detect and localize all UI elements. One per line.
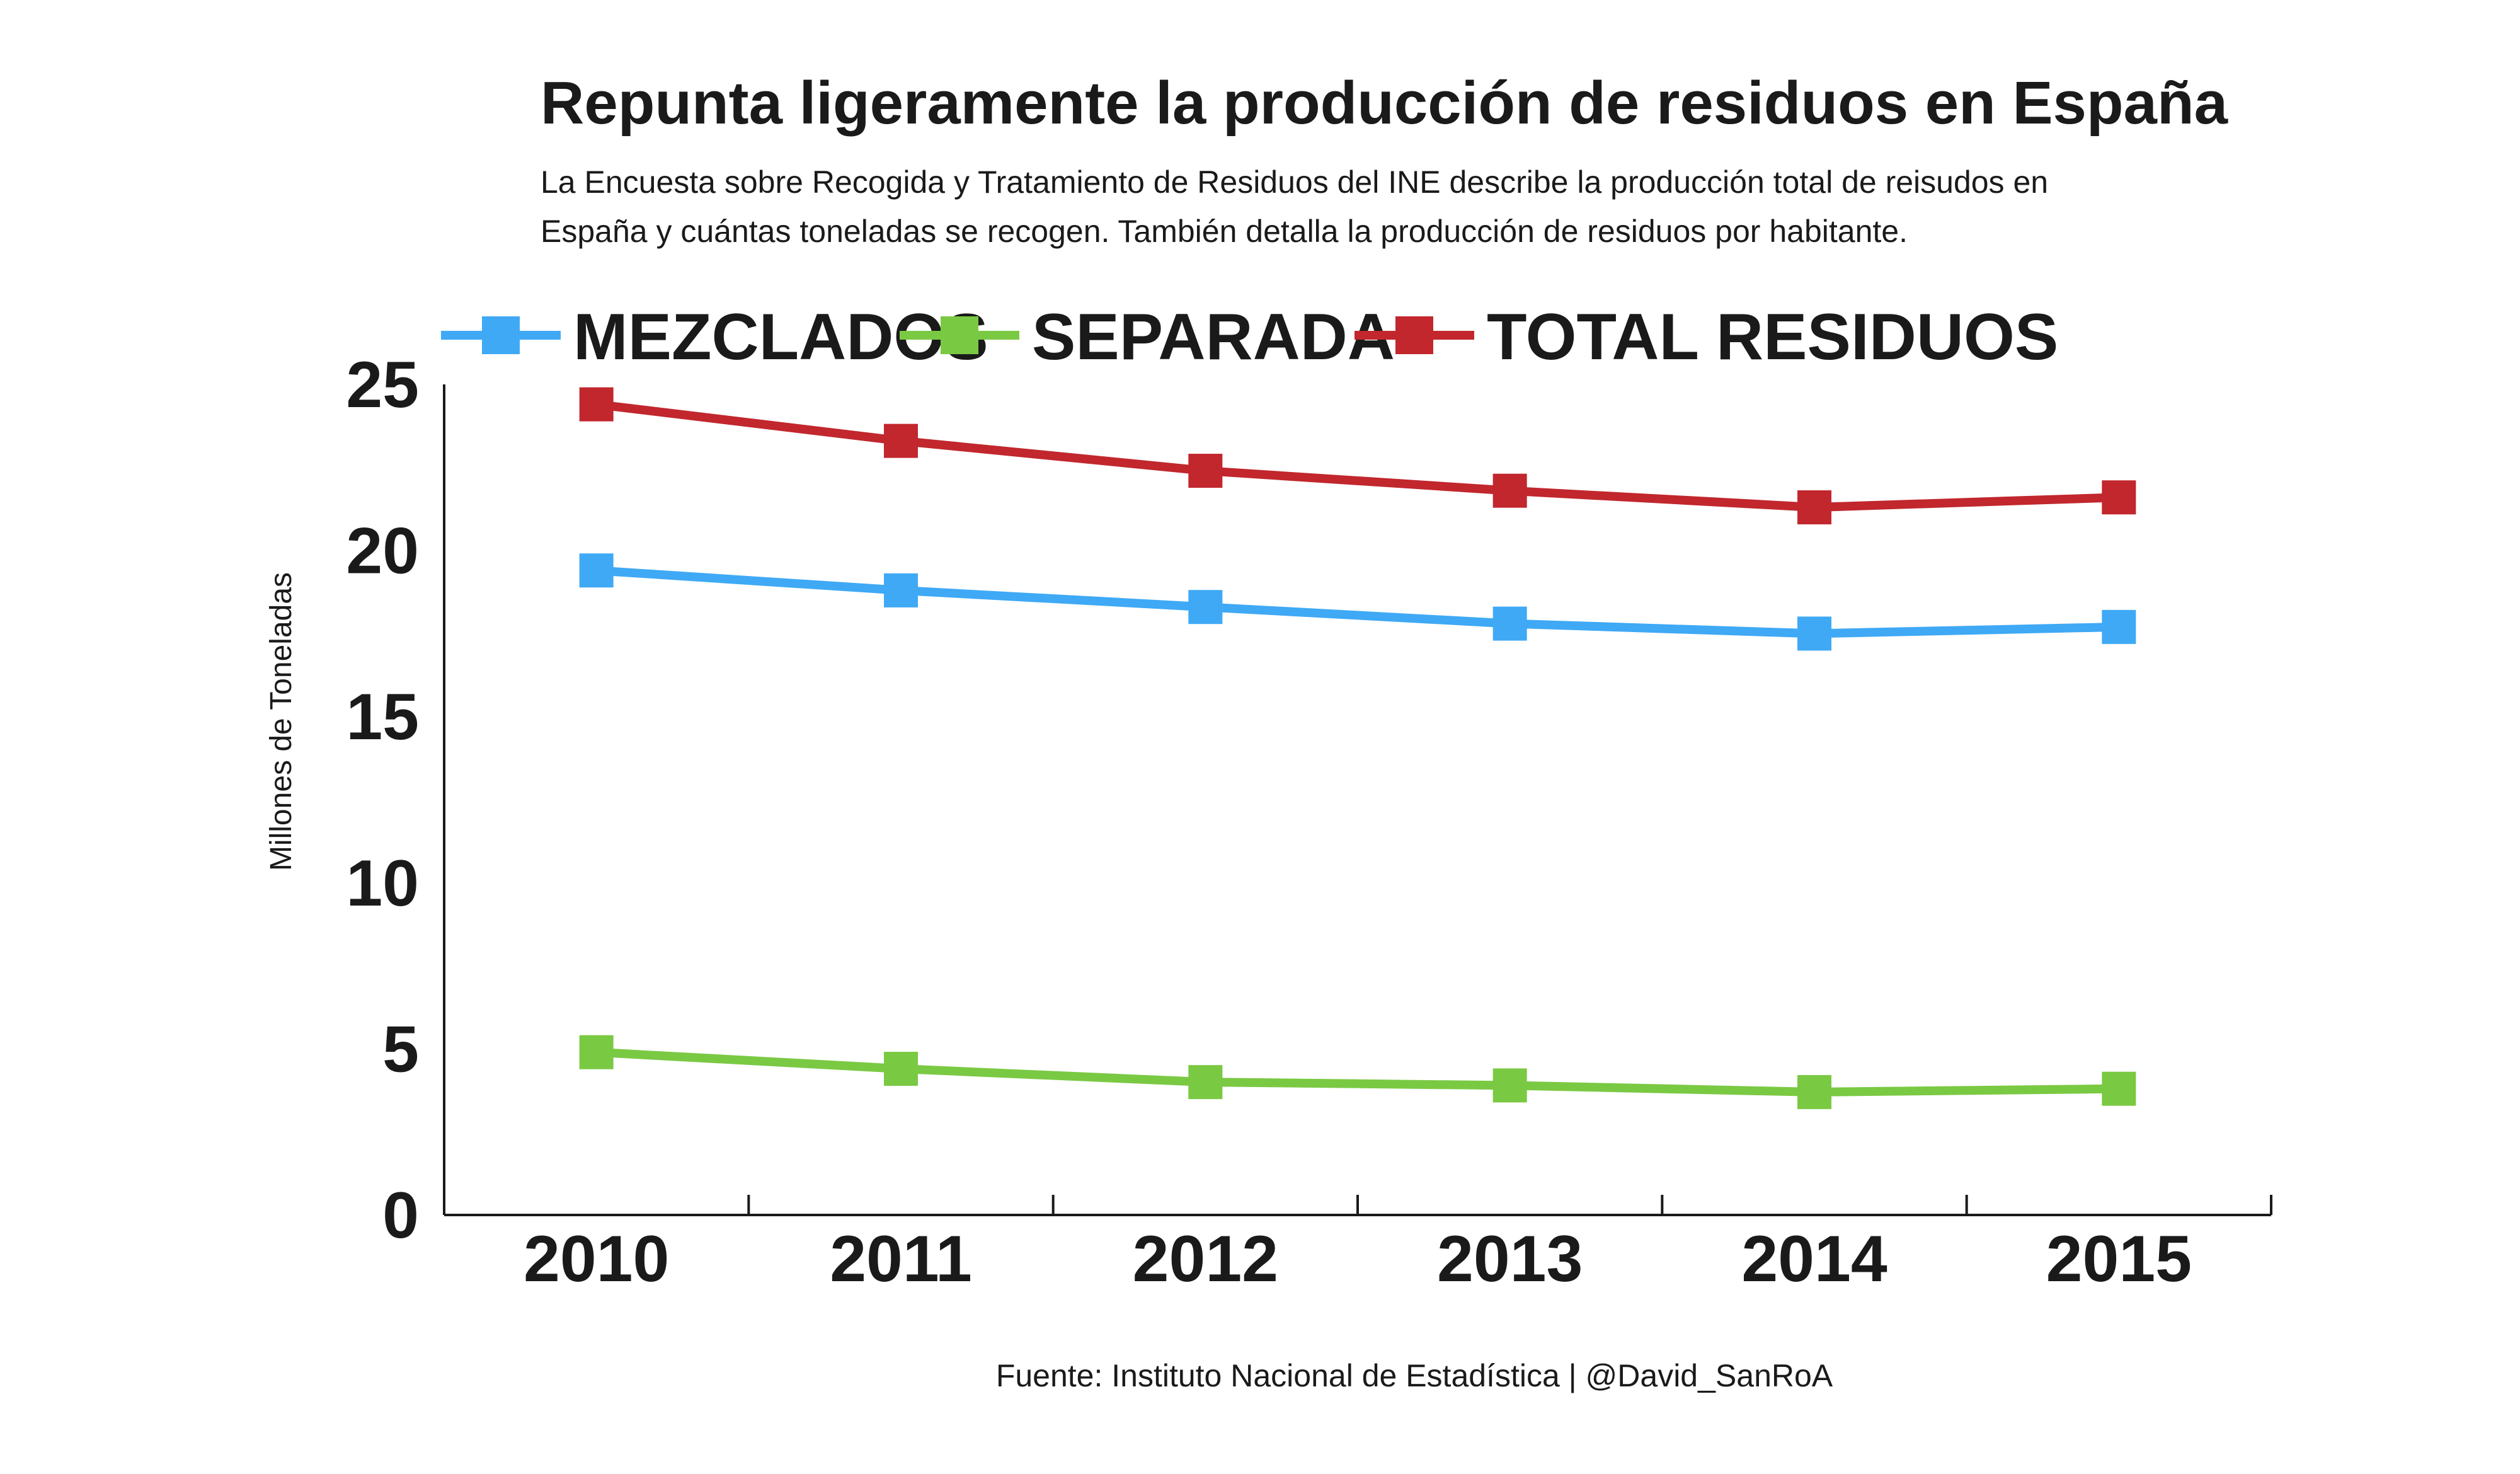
series-line-mezclados [597, 570, 2119, 633]
data-point-mezclados [2102, 610, 2136, 644]
y-tick-label: 15 [346, 681, 419, 754]
chart-subtitle-line-1: La Encuesta sobre Recogida y Tratamiento… [541, 164, 2048, 200]
x-tick-label: 2012 [1133, 1223, 1278, 1296]
legend-swatch-marker [482, 316, 520, 354]
x-tick-label: 2015 [2046, 1223, 2192, 1296]
series-separada [580, 1035, 2136, 1109]
data-point-mezclados [1188, 590, 1222, 624]
data-point-total-residuos [1493, 474, 1527, 508]
x-tick-label: 2014 [1741, 1223, 1887, 1296]
data-point-total-residuos [1188, 454, 1222, 488]
data-point-mezclados [1797, 616, 1831, 650]
legend-swatch-marker [1395, 316, 1433, 354]
series-layer [580, 388, 2136, 1109]
y-tick-label: 0 [382, 1179, 419, 1252]
chart-title: Repunta ligeramente la producción de res… [541, 69, 2228, 137]
series-mezclados [580, 553, 2136, 650]
y-axis-label: Millones de Toneladas [265, 572, 298, 871]
y-tick-label: 20 [346, 515, 419, 588]
data-point-mezclados [1493, 607, 1527, 641]
data-point-separada [1797, 1075, 1831, 1109]
series-line-total-residuos [597, 405, 2119, 507]
axes: 0 5 10 15 20 25 2010 2011 2012 2013 2014 2015 [346, 348, 2271, 1296]
data-point-mezclados [884, 573, 918, 607]
legend-label: SEPARADA [1032, 301, 1395, 374]
legend-item-total-residuos: TOTAL RESIDUOS [1354, 301, 2058, 374]
data-point-mezclados [580, 553, 614, 587]
data-point-total-residuos [580, 388, 614, 422]
legend: MEZCLADOS SEPARADA TOTAL RESIDUOS [441, 301, 2058, 374]
source-note: Fuente: Instituto Nacional de Estadístic… [996, 1358, 1833, 1393]
y-tick-label: 5 [382, 1013, 419, 1086]
data-point-total-residuos [1797, 490, 1831, 524]
data-point-total-residuos [2102, 480, 2136, 514]
x-tick-label: 2011 [830, 1223, 972, 1296]
series-total-residuos [580, 388, 2136, 524]
data-point-separada [580, 1035, 614, 1069]
series-line-separada [597, 1052, 2119, 1092]
x-tick-label: 2013 [1437, 1223, 1583, 1296]
data-point-separada [1188, 1065, 1222, 1099]
y-tick-label: 25 [346, 348, 419, 422]
data-point-separada [2102, 1072, 2136, 1106]
legend-swatch-marker [941, 316, 978, 354]
data-point-total-residuos [884, 424, 918, 458]
data-point-separada [884, 1052, 918, 1086]
legend-label: TOTAL RESIDUOS [1487, 301, 2058, 374]
chart-subtitle-line-2: España y cuántas toneladas se recogen. T… [541, 214, 1908, 249]
y-tick-label: 10 [346, 847, 419, 920]
x-tick-label: 2010 [524, 1223, 669, 1296]
data-point-separada [1493, 1068, 1527, 1102]
